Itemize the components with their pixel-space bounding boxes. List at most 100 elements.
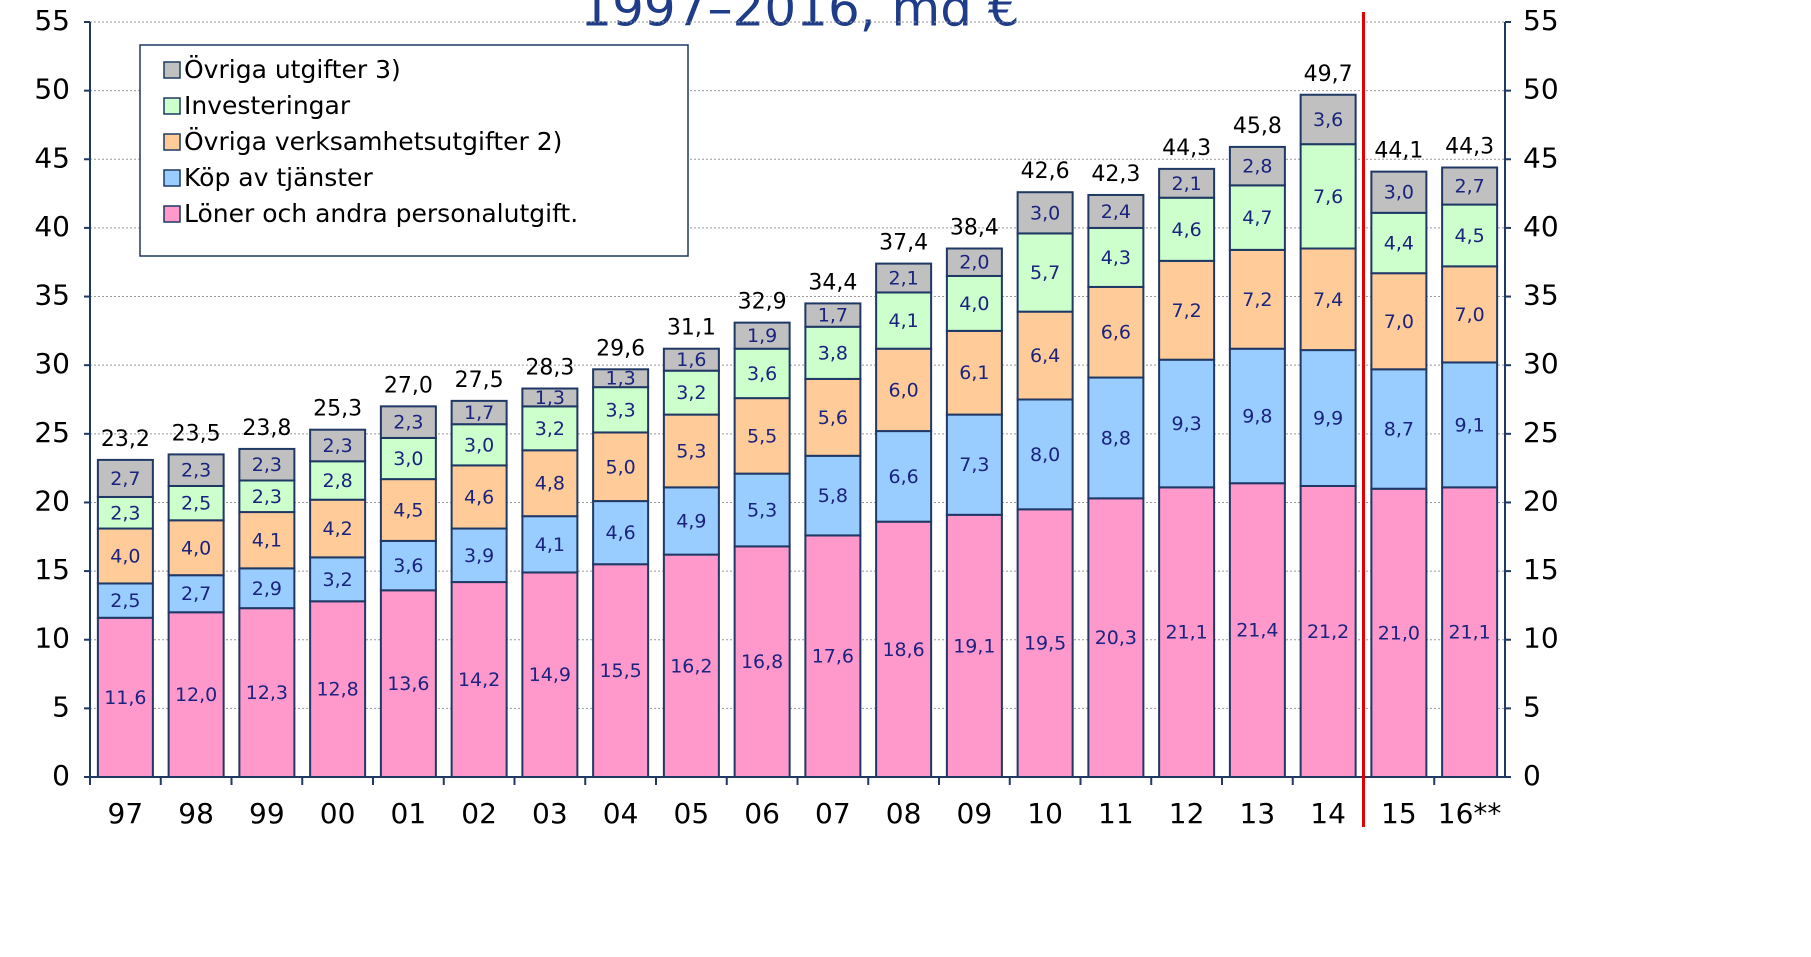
- segment-label: 11,6: [104, 687, 146, 709]
- bar-segment: [1228, 248, 1286, 350]
- segment-label: 16,8: [741, 651, 783, 673]
- segment-label: 3,0: [1384, 182, 1414, 204]
- segment-label: 7,0: [1384, 311, 1414, 333]
- segment-label: 1,9: [747, 325, 777, 347]
- bar-segment: [1299, 93, 1357, 146]
- total-label: 49,7: [1304, 62, 1353, 87]
- legend-label: Köp av tjänster: [184, 163, 373, 192]
- segment-label: 2,8: [323, 470, 353, 492]
- segment-label: 7,0: [1455, 304, 1485, 326]
- segment-label: 2,4: [1101, 201, 1131, 223]
- bar-segment: [945, 329, 1003, 416]
- total-label: 44,3: [1445, 135, 1494, 160]
- segment-label: 2,8: [1242, 156, 1272, 178]
- total-label: 23,2: [101, 427, 150, 452]
- y-tick-label: 30: [34, 347, 70, 380]
- x-tick-label: 13: [1240, 797, 1276, 830]
- legend-swatch: [163, 97, 181, 115]
- segment-label: 2,7: [110, 468, 140, 490]
- segment-label: 4,1: [252, 530, 282, 552]
- y2-tick-label: 15: [1523, 553, 1559, 586]
- y-tick-label: 40: [34, 210, 70, 243]
- y-tick-label: 55: [34, 4, 70, 37]
- bar-segment: [945, 247, 1003, 277]
- total-label: 45,8: [1233, 114, 1282, 139]
- y2-tick-label: 30: [1523, 347, 1559, 380]
- segment-label: 3,0: [1030, 202, 1060, 224]
- segment-label: 1,7: [818, 305, 848, 327]
- bar-segment: [945, 413, 1003, 516]
- bar-segment: [1370, 170, 1428, 214]
- segment-label: 1,7: [464, 402, 494, 424]
- x-tick-label: 98: [178, 797, 214, 830]
- bar-segment: [521, 405, 579, 452]
- bar-segment: [96, 582, 154, 619]
- segment-label: 4,5: [393, 500, 423, 522]
- bar-segment: [1158, 259, 1216, 361]
- x-tick-label: 15: [1381, 797, 1417, 830]
- segment-label: 17,6: [812, 646, 854, 668]
- segment-label: 4,0: [110, 545, 140, 567]
- segment-label: 4,3: [1101, 247, 1131, 269]
- total-label: 23,5: [172, 421, 221, 446]
- legend-swatch: [163, 133, 181, 151]
- bar-segment: [238, 607, 296, 778]
- segment-label: 5,0: [606, 456, 636, 478]
- segment-label: 3,2: [676, 382, 706, 404]
- segment-label: 4,4: [1384, 233, 1414, 255]
- segment-label: 9,9: [1313, 408, 1343, 430]
- segment-label: 4,0: [181, 537, 211, 559]
- segment-label: 4,1: [889, 310, 919, 332]
- x-tick-label: 03: [532, 797, 568, 830]
- segment-label: 4,5: [1455, 225, 1485, 247]
- y2-tick-label: 5: [1523, 690, 1541, 723]
- segment-label: 8,8: [1101, 427, 1131, 449]
- bar-segment: [379, 436, 437, 481]
- bar-segment: [1370, 211, 1428, 275]
- x-tick-label: 00: [320, 797, 356, 830]
- y-tick-label: 25: [34, 416, 70, 449]
- segment-label: 6,4: [1030, 345, 1060, 367]
- segment-label: 4,6: [1172, 219, 1202, 241]
- bar-segment: [167, 484, 225, 522]
- bar-segment: [167, 574, 225, 614]
- segment-label: 4,2: [323, 518, 353, 540]
- x-tick-label: 04: [603, 797, 639, 830]
- total-label: 42,6: [1021, 159, 1070, 184]
- total-label: 31,1: [667, 316, 716, 341]
- bar-segment: [1299, 484, 1357, 778]
- y2-tick-label: 55: [1523, 4, 1559, 37]
- segment-label: 4,6: [464, 486, 494, 508]
- legend-swatch: [163, 61, 181, 79]
- x-tick-label: 02: [461, 797, 497, 830]
- bar-segment: [875, 262, 933, 294]
- y2-tick-label: 35: [1523, 279, 1559, 312]
- segment-label: 5,6: [818, 407, 848, 429]
- segment-label: 21,1: [1448, 622, 1490, 644]
- bar-segment: [945, 513, 1003, 778]
- x-tick-label: 10: [1027, 797, 1063, 830]
- bar-segment: [592, 500, 650, 566]
- segment-label: 18,6: [882, 639, 924, 661]
- y2-tick-label: 0: [1523, 759, 1541, 792]
- bar-segment: [309, 460, 367, 501]
- bar-segment: [96, 458, 154, 498]
- x-tick-label: 06: [744, 797, 780, 830]
- bar-segment: [1370, 487, 1428, 778]
- y2-tick-label: 25: [1523, 416, 1559, 449]
- segment-label: 6,6: [889, 466, 919, 488]
- bar-segment: [238, 479, 296, 514]
- segment-label: 8,0: [1030, 444, 1060, 466]
- bar-segment: [945, 274, 1003, 332]
- segment-label: 3,6: [1313, 109, 1343, 131]
- bar-segment: [875, 430, 933, 523]
- segment-label: 3,2: [323, 569, 353, 591]
- segment-label: 3,6: [393, 555, 423, 577]
- y2-tick-label: 10: [1523, 622, 1559, 655]
- total-label: 32,9: [738, 290, 787, 315]
- total-label: 28,3: [525, 356, 574, 381]
- segment-label: 1,6: [676, 349, 706, 371]
- bar-segment: [1228, 145, 1286, 187]
- segment-label: 3,3: [606, 399, 636, 421]
- segment-label: 5,3: [676, 440, 706, 462]
